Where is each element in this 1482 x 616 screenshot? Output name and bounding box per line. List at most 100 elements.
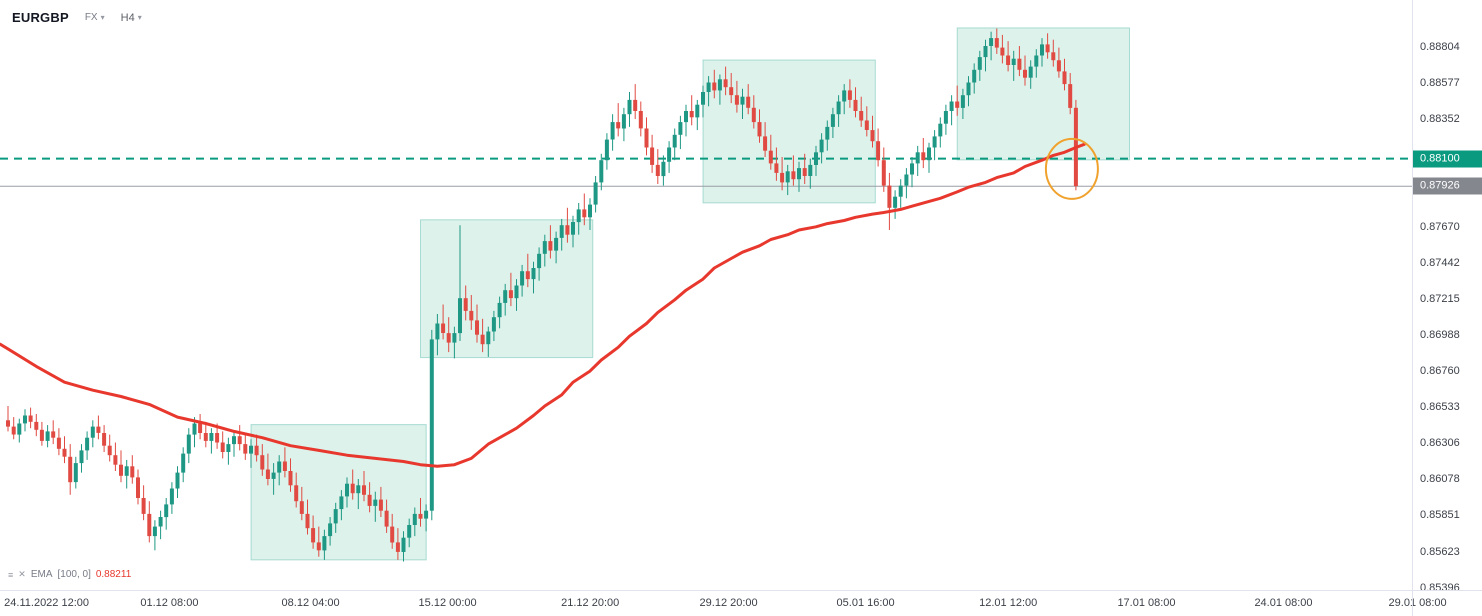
candle	[277, 455, 282, 486]
candle	[395, 528, 400, 560]
candle	[599, 153, 604, 191]
candle	[830, 107, 835, 138]
candle	[1068, 73, 1073, 115]
candle	[73, 456, 78, 489]
candle	[723, 66, 728, 96]
price-tick-label: 0.87670	[1420, 220, 1460, 233]
candle	[322, 529, 327, 560]
candle	[147, 501, 152, 543]
candle	[62, 436, 67, 464]
current-price-tag[interactable]: 0.87926	[1413, 177, 1482, 195]
symbol-label[interactable]: EURGBP	[12, 10, 69, 25]
candle	[136, 469, 140, 505]
candle	[972, 63, 977, 94]
candle	[152, 520, 157, 551]
candle	[627, 92, 632, 127]
resistance-level-tag[interactable]: 0.88100	[1413, 150, 1482, 168]
candle	[780, 157, 785, 191]
candle	[356, 479, 361, 510]
candle	[898, 179, 903, 208]
candle	[96, 415, 101, 440]
candle	[226, 437, 231, 465]
candle	[559, 218, 564, 251]
candle	[220, 431, 225, 459]
candle	[45, 425, 50, 448]
candle	[825, 120, 830, 151]
candle	[819, 133, 824, 164]
candle	[774, 147, 779, 181]
candle	[621, 107, 626, 142]
close-icon[interactable]: ✕	[18, 569, 26, 579]
candle	[983, 39, 988, 72]
candle	[808, 158, 813, 189]
candle	[864, 106, 869, 137]
candle	[119, 450, 123, 483]
candle	[491, 310, 496, 341]
candle	[763, 122, 768, 157]
candle	[311, 515, 316, 549]
price-tick-label: 0.86078	[1420, 473, 1460, 486]
candle	[870, 115, 875, 148]
candle	[593, 176, 598, 213]
highlight-circle[interactable]	[1044, 137, 1099, 200]
candle	[107, 434, 112, 462]
exchange-label: FX	[84, 12, 98, 23]
candle	[503, 283, 508, 316]
candle	[853, 87, 858, 118]
candle	[130, 455, 135, 484]
candle	[638, 101, 643, 137]
candle	[1011, 50, 1016, 81]
candle	[141, 485, 146, 521]
candle	[237, 425, 242, 451]
menu-icon[interactable]: ≡	[8, 569, 14, 580]
chart-plot-area[interactable]	[0, 0, 1412, 590]
candle	[28, 407, 33, 429]
timeframe-selector[interactable]: H4 ▾	[121, 12, 142, 24]
time-tick-label: 29.12 20:00	[699, 597, 758, 609]
candle	[424, 504, 429, 532]
candle	[695, 99, 700, 131]
candle	[79, 444, 84, 473]
candle	[655, 149, 660, 184]
highlight-zone[interactable]	[250, 424, 427, 561]
candle	[525, 253, 530, 288]
candle	[164, 498, 169, 530]
candle	[254, 434, 259, 462]
candle	[994, 28, 999, 54]
candle	[921, 138, 926, 169]
candle	[407, 518, 412, 548]
chevron-down-icon: ▾	[100, 13, 105, 22]
candle	[288, 458, 293, 492]
candle	[316, 526, 321, 557]
candle	[243, 433, 248, 460]
candle	[531, 261, 536, 294]
candle	[412, 507, 417, 537]
candle	[401, 531, 406, 562]
candle	[378, 486, 383, 517]
time-axis[interactable]: 24.11.2022 12:00 01.12 08:00 08.12 04:00 15…	[0, 590, 1482, 616]
price-tick-label: 0.86760	[1420, 365, 1460, 378]
time-tick-label: 24.01 08:00	[1254, 597, 1313, 609]
candle	[260, 444, 265, 476]
price-tick-label: 0.87215	[1420, 293, 1460, 305]
candle	[661, 155, 666, 186]
price-tick-label: 0.85623	[1420, 545, 1460, 558]
candle	[712, 69, 717, 99]
candle	[571, 215, 575, 248]
ema-line[interactable]	[0, 142, 1086, 468]
candle	[915, 145, 920, 176]
candle	[650, 134, 655, 173]
candle	[938, 117, 943, 148]
candle	[475, 304, 479, 343]
candle	[684, 104, 688, 137]
indicator-legend[interactable]: ≡ ✕ EMA [100, 0] 0.88211	[8, 569, 131, 580]
candle	[960, 88, 965, 119]
candle	[1040, 38, 1044, 67]
candle	[887, 172, 892, 230]
price-axis[interactable]: 0.888040.885770.883520.881240.876700.874…	[1413, 0, 1482, 594]
candle	[373, 491, 378, 522]
exchange-selector[interactable]: FX ▾	[85, 12, 105, 23]
candle	[554, 231, 559, 264]
candle	[610, 114, 615, 151]
